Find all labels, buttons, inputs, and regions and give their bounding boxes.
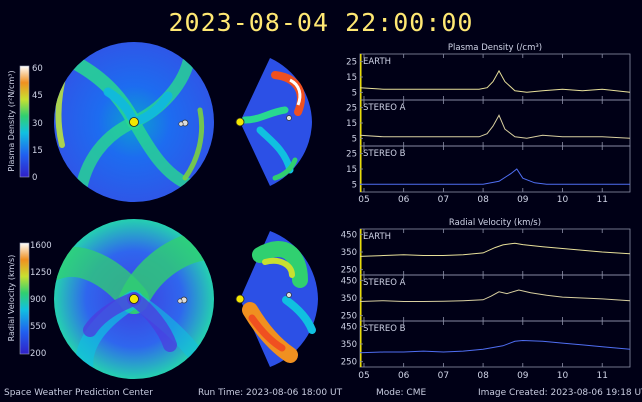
density-tick: 45 <box>32 91 43 101</box>
panel-label: EARTH <box>363 57 391 67</box>
x-tick-label: 07 <box>438 371 449 381</box>
x-tick-label: 06 <box>398 195 410 205</box>
y-tick-label: 350 <box>341 294 357 304</box>
stereo-a-marker <box>177 298 183 304</box>
x-tick-label: 08 <box>477 371 489 381</box>
panel-label: STEREO B <box>363 324 406 334</box>
y-tick-label: 450 <box>341 230 357 240</box>
series-line <box>360 168 630 185</box>
panel-label: STEREO A <box>363 278 406 288</box>
density-tick: 30 <box>32 119 43 129</box>
velocity-colorbar-label: Radial Velocity (km/s) <box>7 255 16 342</box>
velocity-tick: 1600 <box>30 241 52 251</box>
y-tick-label: 5 <box>352 180 357 190</box>
y-tick-label: 15 <box>346 165 357 175</box>
sun-marker <box>235 294 245 304</box>
time-series-plots: Plasma Density (/cm³) 25 15 5 EARTH 25 15 5 STER… <box>341 43 631 381</box>
series-line <box>359 242 631 257</box>
y-tick-label: 450 <box>341 276 357 286</box>
x-tick-label: 07 <box>438 195 449 205</box>
x-tick-label: 11 <box>596 195 607 205</box>
y-tick-label: 15 <box>346 119 357 129</box>
plot-panel-stereo-a: 450 350 250 STEREO A <box>341 274 631 322</box>
chart-title: Radial Velocity (km/s) <box>449 218 541 228</box>
plot-panel-earth: 450 350 250 EARTH <box>341 228 631 276</box>
x-tick-label: 08 <box>477 195 489 205</box>
y-tick-label: 25 <box>346 104 357 114</box>
y-tick-label: 25 <box>346 58 357 68</box>
y-tick-label: 250 <box>341 358 357 368</box>
velocity-tick: 550 <box>30 322 46 332</box>
density-timeseries-chart: Plasma Density (/cm³) 25 15 5 EARTH 25 15 5 STER… <box>346 43 631 205</box>
sun-marker <box>129 117 139 127</box>
x-tick-label: 10 <box>557 371 569 381</box>
plot-panel-stereo-b: 450 350 250 STEREO B <box>341 320 631 368</box>
panel-label: EARTH <box>363 232 391 242</box>
panel-frame <box>359 53 631 101</box>
footer-image-created: Image Created: 2023-08-06 19:18 UT <box>478 388 642 398</box>
density-ecliptic-disk <box>54 42 214 202</box>
series-line <box>359 339 631 354</box>
y-tick-label: 250 <box>341 312 357 322</box>
y-tick-label: 15 <box>346 73 357 83</box>
velocity-colorbar: Radial Velocity (km/s) 1600 1250 900 550… <box>7 241 52 359</box>
y-tick-label: 25 <box>346 150 357 160</box>
series-line <box>359 114 631 139</box>
sun-marker <box>129 294 139 304</box>
x-tick-label: 09 <box>517 195 529 205</box>
velocity-tick: 1250 <box>30 268 52 278</box>
stereo-a-marker <box>178 121 184 127</box>
earth-marker <box>286 115 292 121</box>
series-line <box>359 289 631 302</box>
density-tick: 15 <box>32 146 43 156</box>
plot-panel-stereo-a: 25 15 5 STEREO A <box>346 99 631 147</box>
plot-panel-earth: 25 15 5 EARTH <box>346 53 631 101</box>
velocity-tick: 900 <box>30 295 46 305</box>
footer-mode: Mode: CME <box>376 388 427 398</box>
velocity-timeseries-chart: Radial Velocity (km/s) 450 350 250 EARTH 450 3… <box>341 218 631 381</box>
plot-panel-stereo-b: 25 15 5 STEREO B <box>346 145 631 193</box>
density-colorbar-label: Plasma Density (r²N/cm³) <box>7 70 16 171</box>
y-tick-label: 450 <box>341 322 357 332</box>
y-tick-label: 250 <box>341 266 357 276</box>
earth-marker <box>286 292 292 298</box>
series-line <box>359 69 631 93</box>
velocity-tick: 200 <box>30 349 46 359</box>
x-tick-label: 09 <box>517 371 529 381</box>
footer-run-time: Run Time: 2023-08-06 18:00 UT <box>198 388 343 398</box>
x-tick-label: 10 <box>557 195 569 205</box>
x-tick-label: 11 <box>596 371 607 381</box>
chart-title: Plasma Density (/cm³) <box>448 43 542 53</box>
y-tick-label: 350 <box>341 248 357 258</box>
density-meridional-wedge <box>235 58 312 186</box>
x-tick-label: 05 <box>358 195 369 205</box>
panel-frame <box>359 228 631 276</box>
velocity-meridional-wedge <box>235 231 318 367</box>
y-tick-label: 5 <box>352 88 357 98</box>
velocity-ecliptic-disk <box>54 219 214 379</box>
panel-label: STEREO A <box>363 103 406 113</box>
panel-label: STEREO B <box>363 149 406 159</box>
footer-center: Space Weather Prediction Center <box>4 388 153 398</box>
y-tick-label: 5 <box>352 134 357 144</box>
sun-marker <box>235 117 245 127</box>
x-tick-label: 06 <box>398 371 410 381</box>
y-tick-label: 350 <box>341 340 357 350</box>
x-tick-label: 05 <box>358 371 369 381</box>
density-tick: 0 <box>32 173 37 183</box>
density-tick: 60 <box>32 64 43 74</box>
density-colorbar: Plasma Density (r²N/cm³) 60 45 30 15 0 <box>7 64 43 183</box>
timestamp-title: 2023-08-04 22:00:00 <box>168 8 474 37</box>
